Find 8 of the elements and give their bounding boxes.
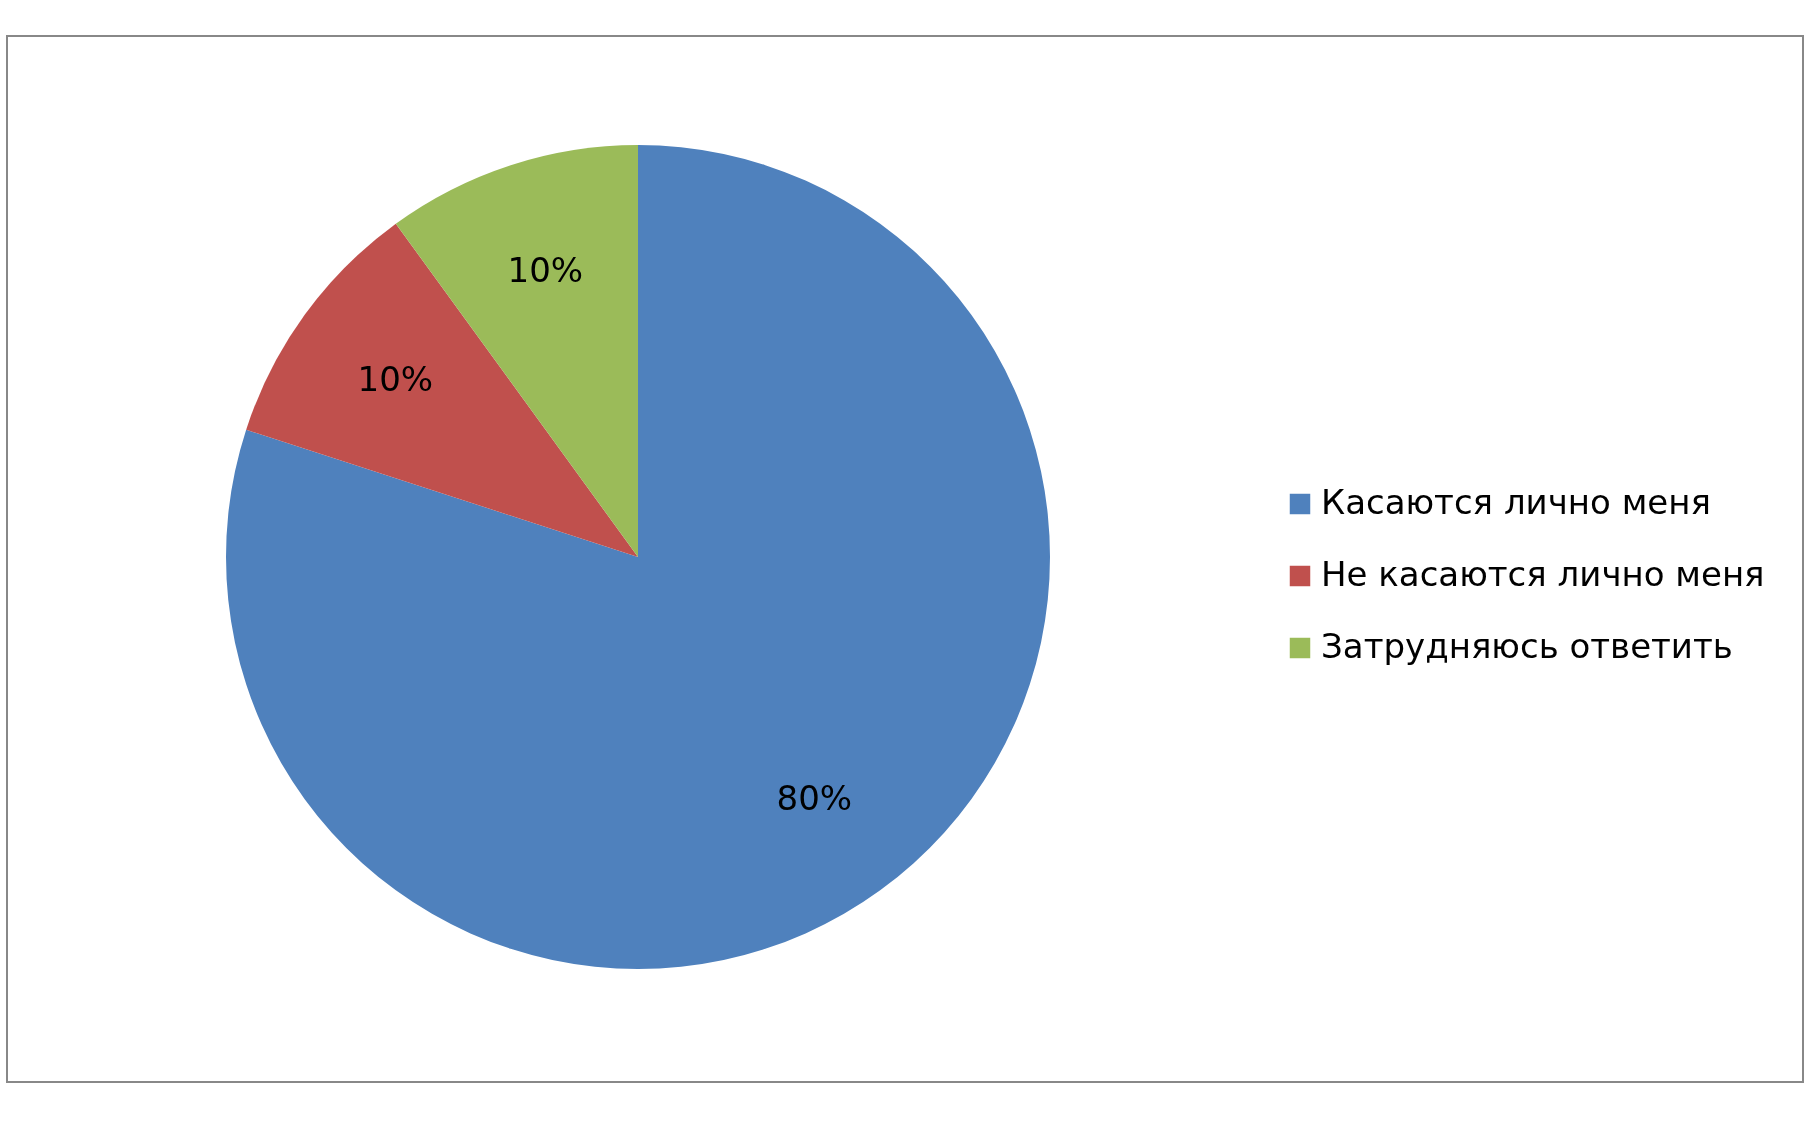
pie-slice [246, 223, 638, 557]
pie-slice [226, 145, 1050, 969]
data-label: 10% [357, 358, 434, 399]
legend-label: Затрудняюсь ответить [1321, 626, 1733, 666]
data-label: 10% [507, 249, 584, 290]
data-label: 80% [776, 777, 853, 818]
legend-label: Не касаются лично меня [1321, 554, 1765, 594]
legend-label: Касаются лично меня [1321, 482, 1711, 522]
